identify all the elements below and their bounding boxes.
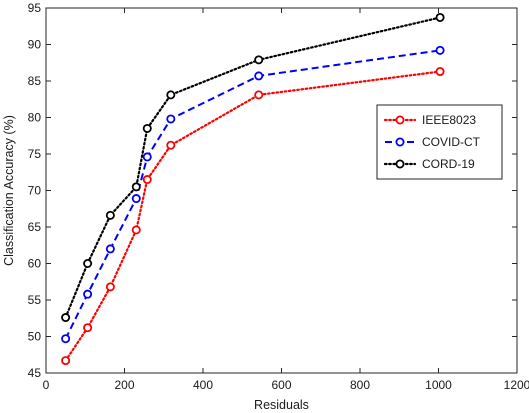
y-tick-labels: 45 50 55 60 65 70 75 80 85 90 95 (28, 1, 42, 380)
x-tick-label: 600 (271, 378, 291, 392)
legend: IEEE8023 COVID-CT CORD-19 (376, 104, 503, 180)
data-point (435, 45, 445, 55)
series-layer (61, 12, 445, 366)
x-tick-label: 1200 (504, 378, 529, 392)
data-point (131, 194, 141, 204)
data-point (166, 140, 176, 150)
y-tick-label: 70 (28, 184, 42, 198)
data-point (83, 289, 93, 299)
legend-marker (395, 115, 405, 125)
series-covid-ct (61, 45, 445, 344)
x-tick-labels: 0 200 400 600 800 1000 1200 (43, 378, 529, 392)
data-point (254, 71, 264, 81)
tick-marks (45, 7, 518, 374)
data-point (105, 244, 115, 254)
x-tick-label: 800 (350, 378, 370, 392)
data-point (61, 356, 71, 366)
data-point (131, 225, 141, 235)
y-tick-label: 75 (28, 147, 42, 161)
y-tick-label: 80 (28, 111, 42, 125)
x-tick-label: 200 (114, 378, 134, 392)
legend-marker (395, 137, 405, 147)
x-tick-label: 400 (193, 378, 213, 392)
y-tick-label: 60 (28, 257, 42, 271)
data-point (61, 313, 71, 323)
data-point (166, 114, 176, 124)
legend-marker (395, 159, 405, 169)
y-tick-label: 55 (28, 293, 42, 307)
data-point (105, 282, 115, 292)
legend-label: CORD-19 (422, 157, 475, 171)
legend-label: IEEE8023 (422, 113, 476, 127)
x-tick-label: 0 (43, 378, 50, 392)
plot-frame (45, 7, 518, 374)
legend-item: COVID-CT (385, 135, 481, 149)
data-point (131, 182, 141, 192)
series-line (64, 70, 442, 362)
legend-label: COVID-CT (422, 135, 481, 149)
data-point (142, 152, 152, 162)
data-point (435, 67, 445, 77)
series-ieee8023 (61, 67, 445, 366)
series-cord-19 (61, 12, 445, 323)
data-point (166, 90, 176, 100)
data-point (83, 323, 93, 333)
y-tick-label: 85 (28, 74, 42, 88)
y-tick-label: 65 (28, 220, 42, 234)
x-axis-label: Residuals (254, 398, 309, 412)
x-tick-label: 1000 (425, 378, 452, 392)
series-line (64, 16, 442, 319)
legend-item: CORD-19 (383, 157, 475, 171)
data-point (254, 90, 264, 100)
legend-item: IEEE8023 (383, 113, 476, 127)
data-point (61, 334, 71, 344)
series-line (64, 49, 441, 340)
y-axis-label: Classification Accuracy (%) (2, 115, 16, 266)
y-tick-label: 45 (28, 366, 42, 380)
y-tick-label: 50 (28, 330, 42, 344)
y-tick-label: 95 (28, 1, 42, 15)
data-point (142, 175, 152, 185)
data-point (435, 12, 445, 22)
data-point (254, 55, 264, 65)
data-point (105, 210, 115, 220)
data-point (83, 258, 93, 268)
y-tick-label: 90 (28, 38, 42, 52)
data-point (142, 123, 152, 133)
